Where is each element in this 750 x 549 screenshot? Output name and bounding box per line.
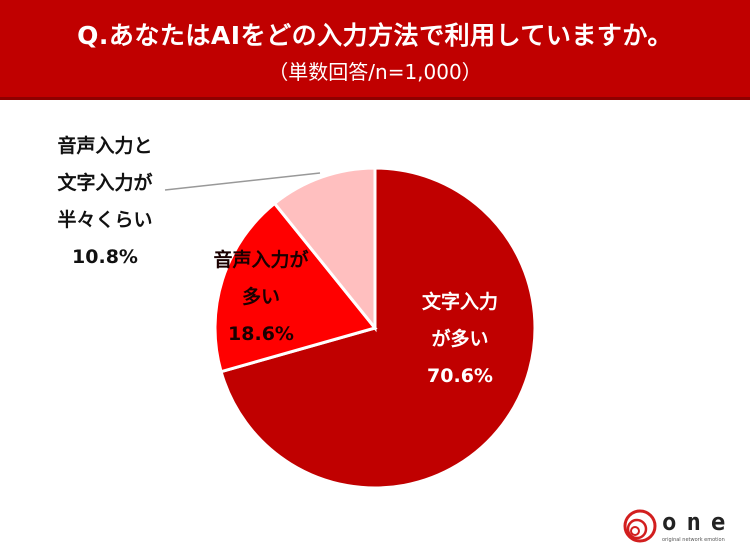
label-half-and-half: 音声入力と 文字入力が 半々くらい 10.8% xyxy=(57,135,153,268)
leader-line xyxy=(164,172,321,191)
pie-slice xyxy=(219,166,537,490)
logo-wordmark: one xyxy=(662,508,736,536)
spiral-logo-icon xyxy=(623,509,657,543)
label-voice-more: 音声入力が 多い 18.6% xyxy=(213,249,309,345)
chart-title: Q.あなたはAIをどの入力方法で利用していますか。 xyxy=(77,21,673,50)
logo-tagline: original network emotion xyxy=(662,537,725,543)
pie-slice xyxy=(213,201,378,374)
title-banner: Q.あなたはAIをどの入力方法で利用していますか。 （単数回答/n=1,000） xyxy=(0,0,750,100)
label-text-more: 文字入力 が多い 70.6% xyxy=(421,291,498,387)
pie-slice xyxy=(272,166,377,333)
chart-subtitle: （単数回答/n=1,000） xyxy=(268,60,482,84)
one-logo: one original network emotion xyxy=(622,508,742,544)
